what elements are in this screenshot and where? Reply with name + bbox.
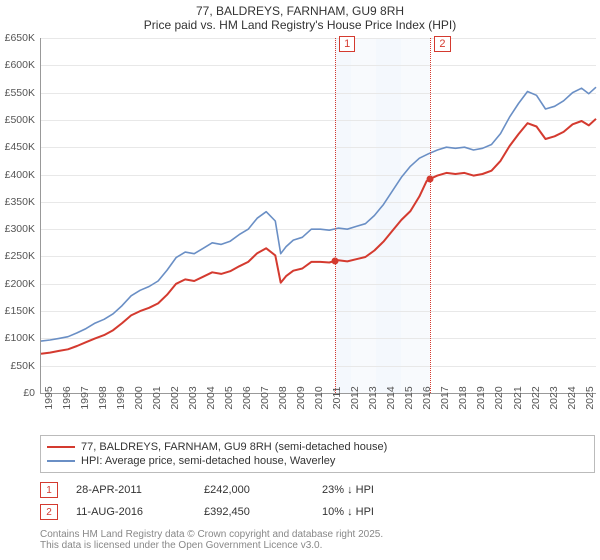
x-tick-label: 2013 xyxy=(367,386,379,409)
transaction-marker-1: 1 xyxy=(40,482,58,498)
x-tick-label: 2012 xyxy=(349,386,361,409)
x-tick-label: 2021 xyxy=(512,386,524,409)
series-hpi xyxy=(41,87,596,341)
x-tick-label: 2015 xyxy=(403,386,415,409)
x-tick-label: 1997 xyxy=(79,386,91,409)
y-tick-label: £550K xyxy=(0,87,35,99)
chart-area: 12 £0£50K£100K£150K£200K£250K£300K£350K£… xyxy=(40,38,595,393)
x-tick-label: 2001 xyxy=(151,386,163,409)
transaction-vline xyxy=(335,38,336,393)
transaction-row: 2 11-AUG-2016 £392,450 10% ↓ HPI xyxy=(40,501,595,523)
x-tick-label: 2009 xyxy=(295,386,307,409)
transaction-pct: 10% ↓ HPI xyxy=(322,506,452,518)
attribution-line2: This data is licensed under the Open Gov… xyxy=(40,540,595,551)
x-tick-label: 2016 xyxy=(421,386,433,409)
y-tick-label: £150K xyxy=(0,305,35,317)
transaction-date: 28-APR-2011 xyxy=(76,484,186,496)
x-tick-label: 2017 xyxy=(439,386,451,409)
y-tick-label: £300K xyxy=(0,223,35,235)
transaction-price: £242,000 xyxy=(204,484,304,496)
x-tick-label: 2022 xyxy=(530,386,542,409)
x-tick-label: 2002 xyxy=(169,386,181,409)
title-subtitle: Price paid vs. HM Land Registry's House … xyxy=(0,18,600,32)
x-tick-label: 2003 xyxy=(187,386,199,409)
x-tick-label: 2023 xyxy=(548,386,560,409)
attribution-line1: Contains HM Land Registry data © Crown c… xyxy=(40,529,595,540)
x-tick-label: 2024 xyxy=(566,386,578,409)
x-tick-label: 2005 xyxy=(223,386,235,409)
x-tick-label: 2020 xyxy=(493,386,505,409)
transaction-dot xyxy=(332,257,339,264)
attribution: Contains HM Land Registry data © Crown c… xyxy=(40,529,595,551)
y-tick-label: £250K xyxy=(0,250,35,262)
transaction-dot xyxy=(427,175,434,182)
y-tick-label: £600K xyxy=(0,59,35,71)
legend-box: 77, BALDREYS, FARNHAM, GU9 8RH (semi-det… xyxy=(40,435,595,473)
x-tick-label: 2014 xyxy=(385,386,397,409)
x-tick-label: 2025 xyxy=(584,386,596,409)
x-tick-label: 1995 xyxy=(43,386,55,409)
y-tick-label: £350K xyxy=(0,196,35,208)
transaction-date: 11-AUG-2016 xyxy=(76,506,186,518)
legend-block: 77, BALDREYS, FARNHAM, GU9 8RH (semi-det… xyxy=(40,435,595,551)
x-tick-label: 2004 xyxy=(205,386,217,409)
transactions-table: 1 28-APR-2011 £242,000 23% ↓ HPI 2 11-AU… xyxy=(40,479,595,523)
y-tick-label: £100K xyxy=(0,332,35,344)
x-tick-label: 2008 xyxy=(277,386,289,409)
transaction-vline xyxy=(430,38,431,393)
transaction-price: £392,450 xyxy=(204,506,304,518)
y-tick-label: £400K xyxy=(0,169,35,181)
annotation-marker: 1 xyxy=(339,36,355,52)
transaction-pct: 23% ↓ HPI xyxy=(322,484,452,496)
y-tick-label: £200K xyxy=(0,278,35,290)
legend-label-price-paid: 77, BALDREYS, FARNHAM, GU9 8RH (semi-det… xyxy=(81,441,387,453)
line-series-svg xyxy=(41,38,596,393)
legend-label-hpi: HPI: Average price, semi-detached house,… xyxy=(81,455,335,467)
x-tick-label: 1998 xyxy=(97,386,109,409)
y-tick-label: £450K xyxy=(0,141,35,153)
y-tick-label: £50K xyxy=(0,360,35,372)
annotation-marker: 2 xyxy=(434,36,450,52)
legend-row-price-paid: 77, BALDREYS, FARNHAM, GU9 8RH (semi-det… xyxy=(47,440,588,454)
series-price_paid xyxy=(41,119,596,354)
x-tick-label: 2006 xyxy=(241,386,253,409)
y-tick-label: £650K xyxy=(0,32,35,44)
x-tick-label: 2011 xyxy=(331,387,343,410)
transaction-marker-2: 2 xyxy=(40,504,58,520)
title-address: 77, BALDREYS, FARNHAM, GU9 8RH xyxy=(0,4,600,18)
transaction-row: 1 28-APR-2011 £242,000 23% ↓ HPI xyxy=(40,479,595,501)
y-tick-label: £500K xyxy=(0,114,35,126)
chart-title: 77, BALDREYS, FARNHAM, GU9 8RH Price pai… xyxy=(0,0,600,32)
x-tick-label: 1999 xyxy=(115,386,127,409)
x-tick-label: 2019 xyxy=(475,386,487,409)
x-tick-label: 2018 xyxy=(457,386,469,409)
legend-row-hpi: HPI: Average price, semi-detached house,… xyxy=(47,454,588,468)
legend-swatch-price-paid xyxy=(47,446,75,448)
x-tick-label: 2007 xyxy=(259,386,271,409)
x-tick-label: 2010 xyxy=(313,386,325,409)
legend-swatch-hpi xyxy=(47,460,75,462)
x-tick-label: 2000 xyxy=(133,386,145,409)
plot-area: 12 xyxy=(40,38,596,394)
x-tick-label: 1996 xyxy=(61,386,73,409)
y-tick-label: £0 xyxy=(0,387,35,399)
